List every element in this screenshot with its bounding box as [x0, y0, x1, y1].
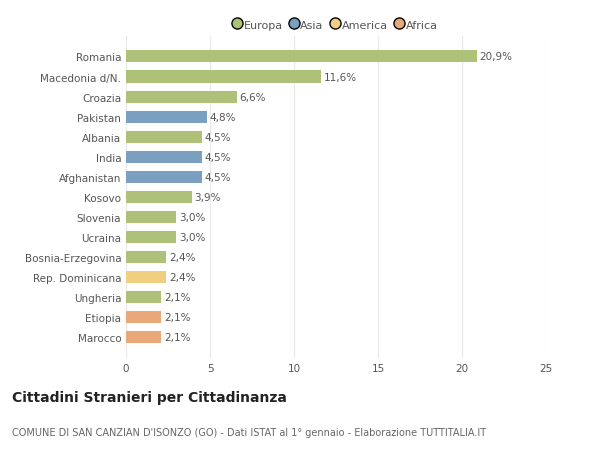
- Text: 2,4%: 2,4%: [169, 252, 196, 263]
- Bar: [126, 291, 161, 303]
- Text: 3,0%: 3,0%: [179, 213, 205, 222]
- Bar: [126, 131, 202, 143]
- Text: COMUNE DI SAN CANZIAN D'ISONZO (GO) - Dati ISTAT al 1° gennaio - Elaborazione TU: COMUNE DI SAN CANZIAN D'ISONZO (GO) - Da…: [12, 427, 486, 437]
- Text: 4,5%: 4,5%: [204, 132, 230, 142]
- Text: 3,0%: 3,0%: [179, 232, 205, 242]
- Bar: [126, 71, 321, 84]
- Bar: [126, 51, 477, 63]
- Bar: [126, 331, 161, 343]
- Bar: [126, 271, 166, 283]
- Bar: [126, 112, 206, 123]
- Text: 4,8%: 4,8%: [209, 112, 236, 123]
- Bar: [126, 191, 191, 203]
- Bar: [126, 91, 237, 103]
- Text: 3,9%: 3,9%: [194, 192, 221, 202]
- Text: 2,1%: 2,1%: [164, 313, 190, 322]
- Text: Cittadini Stranieri per Cittadinanza: Cittadini Stranieri per Cittadinanza: [12, 390, 287, 404]
- Bar: [126, 171, 202, 183]
- Text: 2,4%: 2,4%: [169, 272, 196, 282]
- Text: 6,6%: 6,6%: [239, 92, 266, 102]
- Text: 20,9%: 20,9%: [479, 52, 512, 62]
- Text: 4,5%: 4,5%: [204, 152, 230, 162]
- Text: 4,5%: 4,5%: [204, 173, 230, 182]
- Text: 2,1%: 2,1%: [164, 292, 190, 302]
- Bar: [126, 252, 166, 263]
- Bar: [126, 311, 161, 324]
- Text: 2,1%: 2,1%: [164, 332, 190, 342]
- Bar: [126, 212, 176, 224]
- Bar: [126, 151, 202, 163]
- Bar: [126, 231, 176, 243]
- Legend: Europa, Asia, America, Africa: Europa, Asia, America, Africa: [231, 17, 441, 34]
- Text: 11,6%: 11,6%: [323, 73, 356, 82]
